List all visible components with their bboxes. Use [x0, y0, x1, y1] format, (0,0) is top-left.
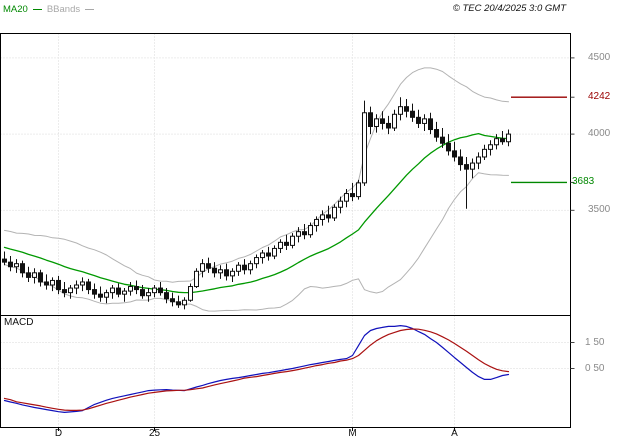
- price-tick-label-4242: 4242: [588, 91, 611, 103]
- ma20-legend-label: MA20: [3, 4, 28, 15]
- price-tick-label-3683: 3683: [572, 176, 595, 188]
- date-tick-label-D: D: [54, 428, 63, 439]
- legend: MA20 BBands: [3, 4, 95, 15]
- macd-tick-label-50: 0 50: [585, 362, 605, 374]
- date-tick-label-25: 25: [148, 428, 161, 439]
- price-tick-label-4000: 4000: [588, 128, 611, 140]
- date-tick-label-A: A: [451, 428, 458, 439]
- macd-line: [3, 325, 510, 413]
- bollinger-lower-line: [4, 172, 509, 312]
- bollinger-upper-line: [4, 67, 509, 283]
- ma20-line: [3, 132, 510, 294]
- ma20-legend-swatch: [32, 9, 42, 10]
- candlesticks: [2, 97, 511, 310]
- price-tick-label-4500: 4500: [588, 51, 611, 63]
- plot-frame: [0, 33, 571, 428]
- copyright-text: © TEC 20/4/2025 3:0 GMT: [452, 3, 566, 14]
- bbands-legend-label: BBands: [46, 4, 81, 15]
- bbands-legend-swatch: [85, 9, 95, 10]
- macd-tick-label-150: 1 50: [585, 336, 605, 348]
- price-tick-label-3500: 3500: [588, 204, 611, 216]
- macd-panel-label: MACD: [4, 317, 34, 328]
- signal-line: [3, 328, 510, 411]
- date-tick-label-M: M: [348, 428, 357, 439]
